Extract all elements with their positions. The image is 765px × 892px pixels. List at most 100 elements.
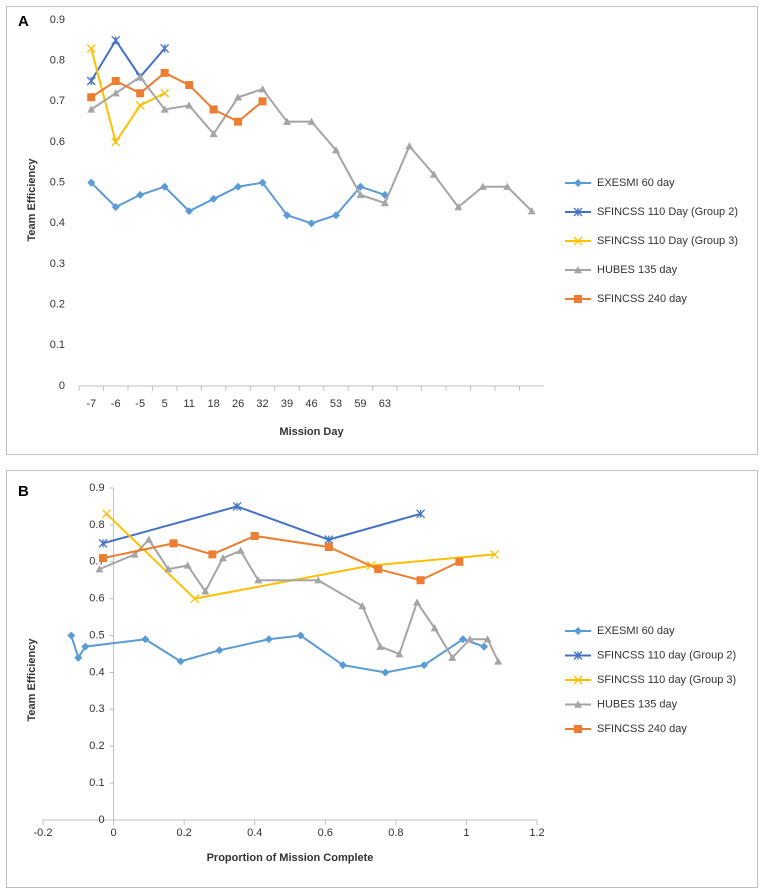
marker xyxy=(395,650,404,658)
marker xyxy=(416,576,425,585)
marker xyxy=(264,635,273,644)
marker xyxy=(218,554,227,562)
legend-label: SFINCSS 110 day (Group 3) xyxy=(597,674,736,686)
marker xyxy=(98,554,107,563)
x-tick-label: 53 xyxy=(330,398,342,410)
panel-frame xyxy=(6,6,758,455)
legend-label: HUBES 135 day xyxy=(597,698,678,710)
marker xyxy=(164,565,173,573)
series-line xyxy=(102,534,460,582)
marker xyxy=(74,653,83,662)
marker xyxy=(478,182,487,190)
marker xyxy=(413,598,422,606)
marker xyxy=(527,207,536,215)
legend-label: EXESMI 60 day xyxy=(597,625,675,637)
legend-label: SFINCSS 110 day (Group 2) xyxy=(597,649,736,661)
legend-label: HUBES 135 day xyxy=(597,264,678,276)
y-tick-label: 0.6 xyxy=(50,136,65,148)
y-tick-label: 0.1 xyxy=(50,339,65,351)
x-tick-label: 32 xyxy=(256,398,268,410)
marker xyxy=(465,635,474,643)
marker xyxy=(416,509,426,519)
y-tick-label: 0.3 xyxy=(50,258,65,270)
legend-label: EXESMI 60 day xyxy=(597,177,675,189)
marker xyxy=(358,602,367,610)
y-tick-label: 0.3 xyxy=(89,703,104,715)
marker xyxy=(95,565,104,573)
marker xyxy=(374,565,383,574)
x-tick-label: 59 xyxy=(354,398,366,410)
x-tick-label: -6 xyxy=(111,398,121,410)
marker xyxy=(283,211,292,220)
marker xyxy=(376,642,385,650)
marker xyxy=(381,668,390,677)
marker xyxy=(455,557,464,566)
x-tick-label: 11 xyxy=(183,398,194,410)
y-tick-label: 0.5 xyxy=(50,177,65,189)
x-tick-label: 18 xyxy=(207,398,219,410)
marker xyxy=(356,182,365,191)
x-axis-title: Proportion of Mission Complete xyxy=(207,852,374,864)
series-line xyxy=(90,48,166,145)
x-tick-label: 5 xyxy=(162,398,168,410)
marker xyxy=(201,587,210,595)
y-tick-label: 0.2 xyxy=(89,740,104,752)
marker xyxy=(250,531,259,540)
marker xyxy=(574,179,582,187)
x-tick-label: -5 xyxy=(135,398,145,410)
marker xyxy=(573,651,583,660)
marker xyxy=(574,725,582,733)
x-tick-label: 63 xyxy=(379,398,391,410)
y-tick-label: 0.7 xyxy=(50,95,65,107)
panel-frame xyxy=(6,470,758,888)
marker xyxy=(234,93,243,101)
marker xyxy=(160,105,169,113)
y-tick-label: 0.5 xyxy=(89,629,104,641)
marker xyxy=(102,509,111,519)
x-tick-label: 1.2 xyxy=(529,827,544,839)
marker xyxy=(490,549,500,559)
marker xyxy=(574,295,582,303)
marker xyxy=(234,117,243,126)
series-line xyxy=(105,513,495,600)
marker xyxy=(480,642,489,651)
x-tick-label: 0.6 xyxy=(318,827,333,839)
marker xyxy=(190,594,200,604)
legend-label: SFINCSS 110 Day (Group 2) xyxy=(597,206,738,218)
marker xyxy=(338,661,347,670)
marker xyxy=(236,546,245,554)
marker xyxy=(176,657,185,666)
panel-label: A xyxy=(18,13,29,30)
marker xyxy=(81,642,90,651)
marker xyxy=(574,266,582,274)
marker xyxy=(136,190,145,199)
marker xyxy=(135,100,145,110)
marker xyxy=(136,89,145,98)
y-tick-label: 0.9 xyxy=(50,14,65,26)
marker xyxy=(130,550,139,558)
y-tick-label: 0.8 xyxy=(50,55,65,67)
marker xyxy=(209,194,218,203)
marker xyxy=(331,211,340,220)
series-line xyxy=(90,71,264,123)
marker xyxy=(458,635,467,644)
marker xyxy=(183,561,192,569)
marker xyxy=(314,576,323,584)
marker xyxy=(185,101,194,109)
series-line xyxy=(90,38,166,82)
x-tick-label: -0.2 xyxy=(34,827,53,839)
marker xyxy=(324,535,334,545)
marker xyxy=(356,190,365,199)
y-tick-label: 0 xyxy=(59,380,65,392)
marker xyxy=(573,236,583,246)
y-tick-label: 0.1 xyxy=(89,777,104,789)
y-axis-title: Team Efficiency xyxy=(26,638,38,722)
marker xyxy=(296,631,305,640)
marker xyxy=(87,178,96,187)
marker xyxy=(160,68,169,77)
marker xyxy=(215,646,224,655)
marker xyxy=(574,627,582,635)
marker xyxy=(136,72,145,81)
x-tick-label: 46 xyxy=(305,398,317,410)
